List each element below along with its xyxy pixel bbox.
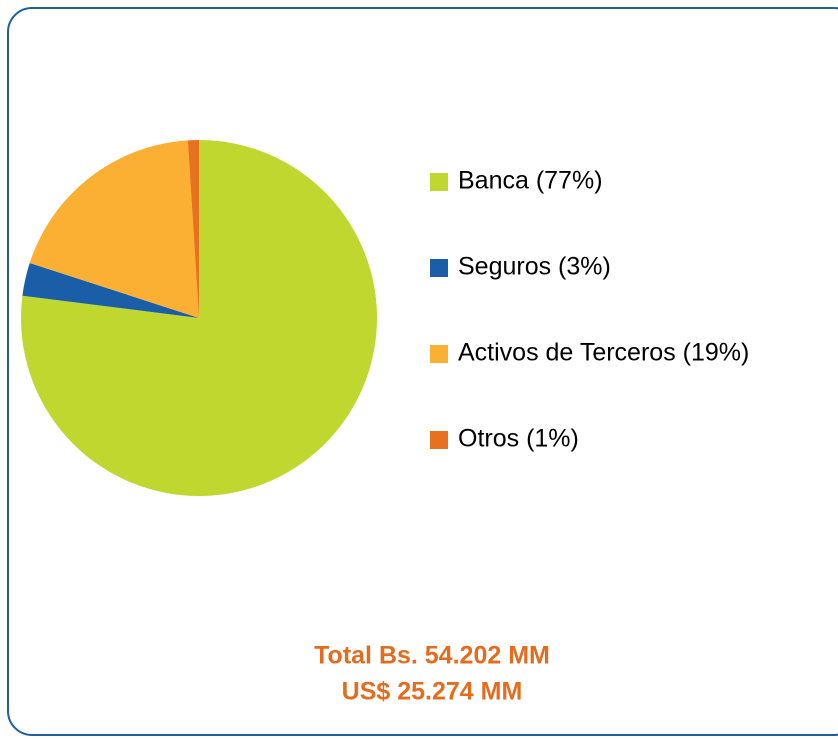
legend: Banca (77%) Seguros (3%) Activos de Tercer… [430, 167, 749, 453]
legend-swatch [430, 173, 448, 191]
pie [20, 140, 378, 496]
pie-slice [187, 140, 199, 318]
legend-swatch [430, 431, 448, 449]
legend-label: Seguros (3%) [458, 253, 611, 281]
legend-label: Banca (77%) [458, 167, 603, 195]
pie-slice [29, 140, 199, 318]
annotations: Total Bs. 54.202 MM US$ 25.274 MM [314, 642, 550, 706]
legend-label: Otros (1%) [458, 425, 579, 453]
annotation: US$ 25.274 MM [342, 678, 523, 706]
legend-swatch [430, 259, 448, 277]
pie-slice [22, 262, 200, 318]
legend-label: Activos de Terceros (19%) [458, 339, 749, 367]
annotation: Total Bs. 54.202 MM [314, 642, 550, 670]
pie-slice [20, 140, 378, 496]
legend-swatch [430, 345, 448, 363]
